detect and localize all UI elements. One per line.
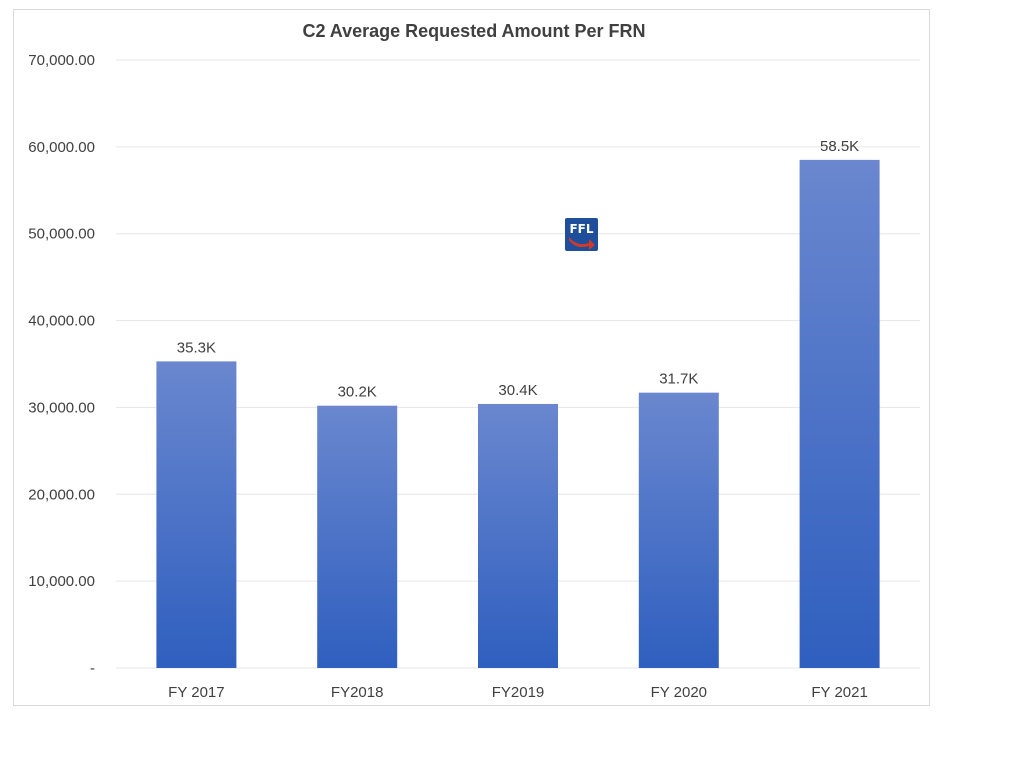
y-tick-label: - bbox=[90, 660, 95, 677]
bar bbox=[799, 159, 880, 668]
bar bbox=[638, 392, 719, 668]
x-category-label: FY 2020 bbox=[651, 684, 707, 701]
data-label: 30.2K bbox=[338, 384, 377, 401]
bar bbox=[156, 361, 237, 668]
x-category-label: FY 2021 bbox=[811, 684, 867, 701]
chart-title: C2 Average Requested Amount Per FRN bbox=[302, 21, 645, 41]
bar bbox=[478, 403, 558, 668]
bar bbox=[317, 405, 398, 668]
logo-arrow-icon bbox=[569, 237, 595, 250]
x-category-label: FY 2017 bbox=[168, 684, 224, 701]
x-category-label: FY2018 bbox=[331, 684, 384, 701]
data-label: 35.3K bbox=[177, 339, 216, 356]
y-tick-label: 60,000.00 bbox=[28, 139, 95, 156]
y-tick-label: 30,000.00 bbox=[28, 399, 95, 416]
y-tick-label: 40,000.00 bbox=[28, 313, 95, 330]
y-tick-label: 70,000.00 bbox=[28, 52, 95, 69]
logo-text: FFL bbox=[569, 222, 593, 236]
data-label: 58.5K bbox=[820, 138, 859, 155]
data-label: 30.4K bbox=[498, 382, 537, 399]
ffl-logo-icon: FFL bbox=[565, 218, 598, 251]
y-tick-label: 10,000.00 bbox=[28, 573, 95, 590]
y-tick-label: 20,000.00 bbox=[28, 486, 95, 503]
data-label: 31.7K bbox=[659, 371, 698, 388]
x-category-label: FY2019 bbox=[492, 684, 545, 701]
y-tick-label: 50,000.00 bbox=[28, 226, 95, 243]
